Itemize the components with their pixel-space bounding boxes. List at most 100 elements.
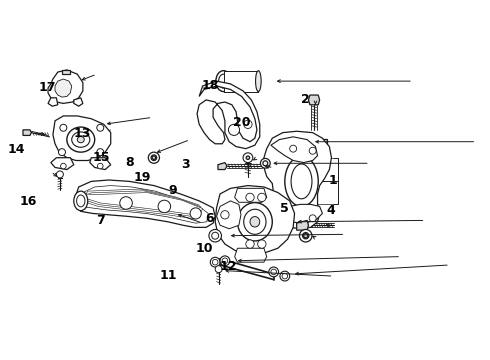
Circle shape xyxy=(244,120,252,129)
Circle shape xyxy=(243,153,253,163)
Text: 13: 13 xyxy=(74,127,92,140)
Polygon shape xyxy=(278,204,322,223)
Text: 14: 14 xyxy=(7,143,25,156)
Ellipse shape xyxy=(152,156,156,159)
Polygon shape xyxy=(296,220,309,230)
Polygon shape xyxy=(218,163,227,170)
Text: 7: 7 xyxy=(96,213,105,226)
Polygon shape xyxy=(90,158,111,170)
Polygon shape xyxy=(215,185,294,255)
Circle shape xyxy=(221,211,229,219)
Circle shape xyxy=(60,124,67,131)
Ellipse shape xyxy=(250,217,260,227)
Circle shape xyxy=(309,215,316,222)
Ellipse shape xyxy=(304,234,308,238)
Circle shape xyxy=(258,193,266,202)
Ellipse shape xyxy=(261,158,270,168)
Circle shape xyxy=(228,124,240,135)
Text: 15: 15 xyxy=(93,151,110,164)
Polygon shape xyxy=(48,70,83,103)
Text: 16: 16 xyxy=(20,195,37,208)
Ellipse shape xyxy=(209,229,221,242)
Ellipse shape xyxy=(285,156,318,207)
Polygon shape xyxy=(74,98,83,106)
Polygon shape xyxy=(271,137,318,163)
Polygon shape xyxy=(53,116,111,161)
Ellipse shape xyxy=(303,139,309,145)
Polygon shape xyxy=(217,201,241,229)
Polygon shape xyxy=(223,71,258,91)
Circle shape xyxy=(158,200,171,213)
Circle shape xyxy=(56,171,63,178)
Text: 5: 5 xyxy=(280,202,289,215)
Polygon shape xyxy=(23,130,31,135)
Polygon shape xyxy=(79,185,208,223)
Ellipse shape xyxy=(76,195,85,207)
Ellipse shape xyxy=(299,135,312,148)
Ellipse shape xyxy=(280,271,290,281)
Circle shape xyxy=(215,266,222,273)
Text: 19: 19 xyxy=(134,171,151,184)
Ellipse shape xyxy=(72,132,90,147)
Circle shape xyxy=(58,149,66,156)
Polygon shape xyxy=(309,95,319,105)
Polygon shape xyxy=(76,180,215,228)
Ellipse shape xyxy=(271,269,276,275)
Polygon shape xyxy=(62,70,71,74)
Ellipse shape xyxy=(299,229,312,242)
Text: 4: 4 xyxy=(326,204,335,217)
Ellipse shape xyxy=(263,161,268,166)
Circle shape xyxy=(98,163,103,169)
Text: 11: 11 xyxy=(159,269,177,282)
Ellipse shape xyxy=(303,233,309,239)
Text: 6: 6 xyxy=(205,212,214,225)
Ellipse shape xyxy=(291,164,312,199)
Ellipse shape xyxy=(67,127,95,152)
Ellipse shape xyxy=(216,71,231,91)
Circle shape xyxy=(309,147,316,154)
Ellipse shape xyxy=(244,209,266,234)
Text: 17: 17 xyxy=(38,81,56,94)
Circle shape xyxy=(290,145,296,152)
Text: 18: 18 xyxy=(202,80,220,93)
Polygon shape xyxy=(312,139,327,144)
Ellipse shape xyxy=(151,155,157,161)
Polygon shape xyxy=(197,81,260,149)
Circle shape xyxy=(246,240,254,248)
Polygon shape xyxy=(51,158,74,170)
Circle shape xyxy=(61,163,66,169)
Text: 2: 2 xyxy=(301,93,310,106)
Ellipse shape xyxy=(210,257,220,267)
Circle shape xyxy=(190,208,201,219)
Circle shape xyxy=(246,193,254,202)
Text: 20: 20 xyxy=(233,116,250,129)
Text: 3: 3 xyxy=(181,158,190,171)
Polygon shape xyxy=(235,188,267,202)
Ellipse shape xyxy=(238,203,272,241)
Circle shape xyxy=(286,217,293,224)
Ellipse shape xyxy=(220,256,230,266)
Ellipse shape xyxy=(222,258,228,264)
Polygon shape xyxy=(55,79,72,97)
Text: 1: 1 xyxy=(328,174,337,186)
Circle shape xyxy=(97,149,104,156)
Ellipse shape xyxy=(256,71,261,91)
Ellipse shape xyxy=(77,136,84,143)
Circle shape xyxy=(97,124,104,131)
Polygon shape xyxy=(84,189,199,219)
Ellipse shape xyxy=(148,152,159,163)
Polygon shape xyxy=(48,98,58,106)
Ellipse shape xyxy=(246,156,249,159)
Ellipse shape xyxy=(219,74,228,88)
Ellipse shape xyxy=(74,191,88,211)
Text: 8: 8 xyxy=(125,156,134,169)
Text: 12: 12 xyxy=(219,260,237,273)
Polygon shape xyxy=(85,191,201,217)
Circle shape xyxy=(258,240,266,248)
Ellipse shape xyxy=(282,273,288,279)
Ellipse shape xyxy=(269,267,278,277)
Text: 10: 10 xyxy=(195,242,213,256)
Polygon shape xyxy=(235,248,267,262)
Polygon shape xyxy=(264,131,331,229)
Polygon shape xyxy=(86,193,203,216)
